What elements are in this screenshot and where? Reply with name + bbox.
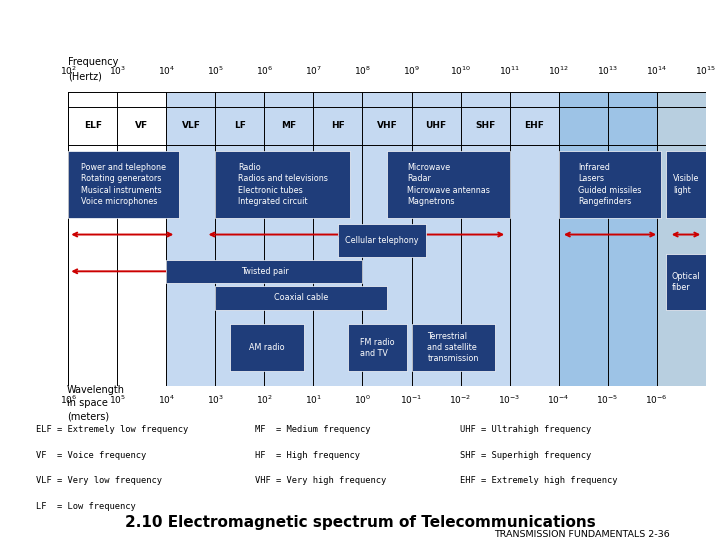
Text: EHF: EHF bbox=[524, 121, 544, 130]
Text: (meters): (meters) bbox=[67, 411, 109, 422]
Text: HF  = High frequency: HF = High frequency bbox=[255, 451, 359, 460]
Text: Infrared
Lasers
Guided missiles
Rangefinders: Infrared Lasers Guided missiles Rangefin… bbox=[578, 164, 642, 206]
Text: $10^{7}$: $10^{7}$ bbox=[305, 65, 322, 77]
Text: $10^{13}$: $10^{13}$ bbox=[597, 65, 618, 77]
Text: $10^{10}$: $10^{10}$ bbox=[450, 65, 471, 77]
Bar bbox=[657, 92, 706, 386]
Bar bbox=[215, 151, 350, 218]
Text: EHF = Extremely high frequency: EHF = Extremely high frequency bbox=[460, 476, 618, 485]
Bar bbox=[387, 151, 510, 218]
Text: ELF: ELF bbox=[84, 121, 102, 130]
Bar bbox=[166, 260, 362, 283]
Bar bbox=[412, 325, 495, 372]
Text: Cellular telephony: Cellular telephony bbox=[346, 236, 419, 245]
Text: in space: in space bbox=[67, 399, 108, 408]
Text: AM radio: AM radio bbox=[249, 343, 284, 352]
Text: $10^{3}$: $10^{3}$ bbox=[207, 394, 224, 406]
Text: $10^{0}$: $10^{0}$ bbox=[354, 394, 371, 406]
Text: Twisted pair: Twisted pair bbox=[240, 267, 288, 276]
Text: 2.10 Electromagnetic spectrum of Telecommunications: 2.10 Electromagnetic spectrum of Telecom… bbox=[125, 515, 595, 530]
Text: MF  = Medium frequency: MF = Medium frequency bbox=[255, 426, 370, 434]
Text: $10^{2}$: $10^{2}$ bbox=[256, 394, 273, 406]
Bar bbox=[559, 92, 657, 386]
Text: $10^{4}$: $10^{4}$ bbox=[158, 65, 175, 77]
Text: $10^{-1}$: $10^{-1}$ bbox=[400, 394, 423, 406]
Text: $10^{15}$: $10^{15}$ bbox=[695, 65, 716, 77]
Text: Microwave
Radar
Microwave antennas
Magnetrons: Microwave Radar Microwave antennas Magne… bbox=[407, 164, 490, 206]
Text: Optical
fiber: Optical fiber bbox=[672, 272, 701, 292]
Text: $10^{11}$: $10^{11}$ bbox=[499, 65, 520, 77]
Text: $10^{4}$: $10^{4}$ bbox=[158, 394, 175, 406]
Text: (Hertz): (Hertz) bbox=[68, 71, 102, 82]
Text: UHF = Ultrahigh frequency: UHF = Ultrahigh frequency bbox=[460, 426, 591, 434]
Text: $10^{-5}$: $10^{-5}$ bbox=[596, 394, 618, 406]
Text: $10^{-3}$: $10^{-3}$ bbox=[498, 394, 521, 406]
Text: SHF = Superhigh frequency: SHF = Superhigh frequency bbox=[460, 451, 591, 460]
Text: Frequency: Frequency bbox=[68, 57, 119, 67]
Text: $10^{5}$: $10^{5}$ bbox=[207, 65, 224, 77]
Text: UHF: UHF bbox=[426, 121, 446, 130]
Text: $10^{12}$: $10^{12}$ bbox=[548, 65, 569, 77]
Bar bbox=[559, 151, 662, 218]
Text: $10^{-6}$: $10^{-6}$ bbox=[645, 394, 668, 406]
Bar bbox=[215, 286, 387, 309]
Text: $10^{8}$: $10^{8}$ bbox=[354, 65, 371, 77]
Text: $10^{6}$: $10^{6}$ bbox=[60, 394, 77, 406]
Text: FM radio
and TV: FM radio and TV bbox=[360, 338, 395, 358]
Bar bbox=[230, 325, 304, 372]
Text: VLF: VLF bbox=[181, 121, 200, 130]
Bar bbox=[166, 92, 559, 386]
Text: Terrestrial
and satellite
transmission: Terrestrial and satellite transmission bbox=[428, 332, 479, 363]
Text: $10^{6}$: $10^{6}$ bbox=[256, 65, 273, 77]
Text: $10^{2}$: $10^{2}$ bbox=[60, 65, 77, 77]
Text: VF: VF bbox=[135, 121, 148, 130]
Text: Power and telephone
Rotating generators
Musical instruments
Voice microphones: Power and telephone Rotating generators … bbox=[81, 164, 166, 206]
Text: TRANSMISSION FUNDAMENTALS 2-36: TRANSMISSION FUNDAMENTALS 2-36 bbox=[494, 530, 670, 539]
Text: $10^{3}$: $10^{3}$ bbox=[109, 65, 126, 77]
Text: LF: LF bbox=[234, 121, 246, 130]
Bar bbox=[667, 254, 706, 309]
Text: HF: HF bbox=[331, 121, 345, 130]
Text: VHF: VHF bbox=[377, 121, 397, 130]
Text: VLF = Very low frequency: VLF = Very low frequency bbox=[36, 476, 162, 485]
Text: VF  = Voice frequency: VF = Voice frequency bbox=[36, 451, 146, 460]
Text: $10^{-4}$: $10^{-4}$ bbox=[547, 394, 570, 406]
Text: Wavelength: Wavelength bbox=[67, 384, 125, 395]
Bar bbox=[68, 151, 179, 218]
Text: MF: MF bbox=[282, 121, 297, 130]
Text: SHF: SHF bbox=[475, 121, 495, 130]
Bar bbox=[667, 151, 706, 218]
Text: Visible
light: Visible light bbox=[672, 174, 699, 194]
Text: $10^{5}$: $10^{5}$ bbox=[109, 394, 126, 406]
Text: VHF = Very high frequency: VHF = Very high frequency bbox=[255, 476, 386, 485]
Text: ELF = Extremely low frequency: ELF = Extremely low frequency bbox=[36, 426, 188, 434]
Text: Radio
Radios and televisions
Electronic tubes
Integrated circuit: Radio Radios and televisions Electronic … bbox=[238, 164, 328, 206]
Text: $10^{9}$: $10^{9}$ bbox=[403, 65, 420, 77]
Text: LF  = Low frequency: LF = Low frequency bbox=[36, 502, 136, 511]
Text: $10^{1}$: $10^{1}$ bbox=[305, 394, 322, 406]
Text: $10^{14}$: $10^{14}$ bbox=[646, 65, 667, 77]
Bar bbox=[348, 325, 407, 372]
Text: $10^{-2}$: $10^{-2}$ bbox=[449, 394, 472, 406]
Bar bbox=[338, 224, 426, 256]
Text: Coaxial cable: Coaxial cable bbox=[274, 293, 328, 302]
